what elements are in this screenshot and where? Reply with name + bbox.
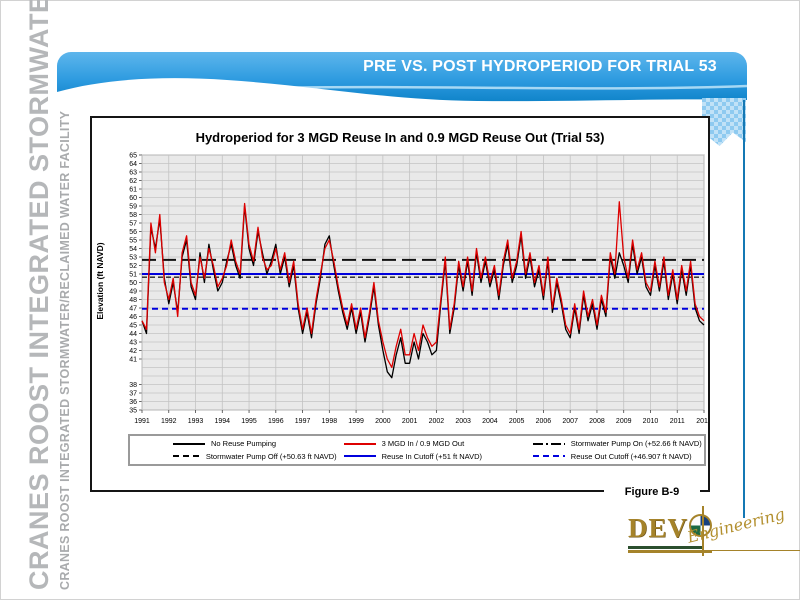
x-tick-label: 1995 <box>241 418 257 425</box>
x-tick-label: 2008 <box>589 418 605 425</box>
page-title: PRE VS. POST HYDROPERIOD FOR TRIAL 53 <box>363 58 717 75</box>
y-tick-label: 38 <box>129 382 137 389</box>
x-tick-label: 1997 <box>295 418 311 425</box>
legend-label: Reuse Out Cutoff (+46.907 ft NAVD) <box>570 451 692 461</box>
y-tick-label: 50 <box>129 280 137 287</box>
legend-line-sample <box>343 442 376 445</box>
x-tick-label: 1999 <box>348 418 364 425</box>
legend-line-sample <box>532 442 565 445</box>
y-tick-label: 56 <box>129 229 137 236</box>
legend-item: Reuse Out Cutoff (+46.907 ft NAVD) <box>532 452 704 461</box>
logo-bar-green <box>628 546 704 549</box>
wave-swoosh-decoration <box>57 78 747 104</box>
x-tick-label: 2003 <box>455 418 471 425</box>
x-tick-label: 1993 <box>188 418 204 425</box>
y-tick-label: 54 <box>129 246 137 253</box>
y-tick-label: 46 <box>129 314 137 321</box>
y-tick-label: 55 <box>129 237 137 244</box>
x-tick-label: 1998 <box>322 418 338 425</box>
y-tick-label: 61 <box>129 186 137 193</box>
y-tick-label: 35 <box>129 407 137 414</box>
x-tick-label: 2007 <box>562 418 578 425</box>
legend-label: 3 MGD In / 0.9 MGD Out <box>381 439 465 449</box>
chart-title: Hydroperiod for 3 MGD Reuse In and 0.9 M… <box>195 130 605 145</box>
sidebar-title-secondary: CRANES ROOST INTEGRATED STORMWATER/RECLA… <box>58 110 72 590</box>
logo-globe-icon <box>689 514 713 537</box>
x-tick-label: 2000 <box>375 418 391 425</box>
x-tick-label: 1992 <box>161 418 177 425</box>
x-tick-label: 2002 <box>429 418 445 425</box>
x-tick-label: 2011 <box>670 418 685 425</box>
y-tick-label: 62 <box>129 178 137 185</box>
y-tick-label: 64 <box>129 161 137 168</box>
y-tick-label: 36 <box>129 399 137 406</box>
logo-bar-thin <box>698 550 800 551</box>
legend-label: Stormwater Pump Off (+50.63 ft NAVD) <box>205 451 337 461</box>
devo-engineering-logo: DEV Engineering <box>628 504 800 564</box>
series-line <box>141 201 705 369</box>
legend-item: No Reuse Pumping <box>130 439 337 448</box>
figure-frame: Hydroperiod for 3 MGD Reuse In and 0.9 M… <box>90 116 710 498</box>
legend-line-sample <box>532 455 565 458</box>
legend-label: Stormwater Pump On (+52.66 ft NAVD) <box>570 439 702 449</box>
figure-label: Figure B-9 <box>604 486 700 498</box>
y-tick-label: 63 <box>129 169 137 176</box>
y-tick-label: 59 <box>129 203 137 210</box>
legend-line-sample <box>173 455 201 458</box>
y-tick-label: 49 <box>129 288 137 295</box>
right-edge-line <box>743 100 745 518</box>
y-tick-label: 53 <box>129 254 137 261</box>
x-tick-label: 2006 <box>536 418 552 425</box>
legend-item: Stormwater Pump On (+52.66 ft NAVD) <box>532 439 704 448</box>
y-tick-label: 57 <box>129 220 137 227</box>
legend-label: Reuse In Cutoff (+51 ft NAVD) <box>381 451 483 461</box>
y-tick-label: 65 <box>129 152 137 159</box>
legend-item: Reuse In Cutoff (+51 ft NAVD) <box>337 452 532 461</box>
x-tick-label: 1994 <box>214 418 230 425</box>
legend-item: 3 MGD In / 0.9 MGD Out <box>337 439 532 448</box>
x-tick-label: 2010 <box>643 418 659 425</box>
y-tick-label: 48 <box>129 297 137 304</box>
logo-bar-gold <box>628 550 712 553</box>
y-tick-label: 37 <box>129 390 137 397</box>
legend-line-sample <box>343 455 376 458</box>
y-tick-label: 58 <box>129 212 137 219</box>
y-tick-label: 51 <box>129 271 137 278</box>
x-tick-label: 1991 <box>134 418 150 425</box>
legend-line-sample <box>173 442 205 445</box>
legend-box: No Reuse Pumping 3 MGD In / 0.9 MGD Out St… <box>128 434 706 466</box>
y-tick-label: 45 <box>129 322 137 329</box>
y-tick-label: 47 <box>129 305 137 312</box>
y-tick-label: 60 <box>129 195 137 202</box>
x-tick-label: 2001 <box>402 418 418 425</box>
sidebar-title-primary: CRANES ROOST INTEGRATED STORMWATER <box>24 0 54 590</box>
logo-wordmark: DEV <box>628 514 713 542</box>
y-tick-label: 41 <box>129 356 137 363</box>
x-tick-label: 2012 <box>696 418 708 425</box>
logo-script-text: Engineering <box>685 504 787 547</box>
y-tick-label: 43 <box>129 339 137 346</box>
logo-bar-vertical <box>702 506 704 556</box>
legend-label: No Reuse Pumping <box>211 439 277 449</box>
x-tick-label: 1996 <box>268 418 284 425</box>
x-tick-label: 2009 <box>616 418 632 425</box>
x-tick-label: 2005 <box>509 418 525 425</box>
y-tick-label: 52 <box>129 263 137 270</box>
y-tick-label: 42 <box>129 348 137 355</box>
legend-item: Stormwater Pump Off (+50.63 ft NAVD) <box>130 452 337 461</box>
x-tick-label: 2004 <box>482 418 498 425</box>
y-tick-label: 44 <box>129 331 137 338</box>
